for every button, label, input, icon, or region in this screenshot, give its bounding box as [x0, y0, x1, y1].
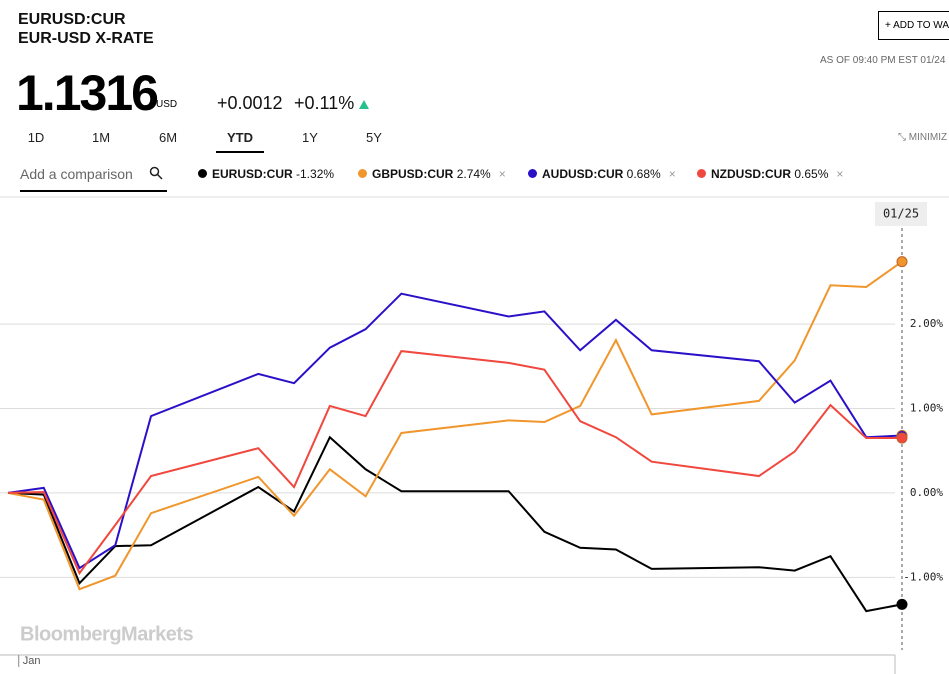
end-point	[896, 432, 908, 444]
range-tab[interactable]: 6M	[158, 130, 178, 145]
legend-swatch	[697, 169, 706, 178]
minimize[interactable]: ⤡ MINIMIZ	[898, 132, 948, 143]
placeholder: Add a comparison	[20, 166, 133, 182]
minimize-label: MINIMIZ	[908, 132, 948, 143]
y-tick-label: 2.00%	[910, 317, 943, 330]
end-point	[896, 598, 908, 610]
legend-swatch	[358, 169, 367, 178]
watermark: BloombergMarkets	[20, 623, 194, 645]
legend-change: 0.68%	[626, 167, 661, 181]
series-line	[7, 292, 903, 570]
currency: USD	[156, 99, 178, 110]
comparison-input[interactable]: Add a comparison	[20, 166, 167, 192]
end-point	[896, 256, 908, 268]
watch-button[interactable]: + ADD TO WA	[878, 11, 949, 40]
legend-name: NZDUSD:CUR	[711, 167, 791, 181]
x-tick-label: Jan	[23, 655, 41, 667]
legend-change: 2.74%	[456, 167, 491, 181]
search-icon	[149, 166, 163, 180]
legend-name: GBPUSD:CUR	[372, 167, 454, 181]
change: +0.0012	[217, 93, 283, 113]
series-line	[7, 435, 903, 613]
legend-item[interactable]: GBPUSD:CUR 2.74% ×	[358, 167, 506, 181]
crosshair-label: 01/25	[883, 207, 919, 221]
y-tick-label: 1.00%	[910, 402, 943, 415]
legend-swatch	[528, 169, 537, 178]
range-tab[interactable]: YTD	[216, 130, 264, 153]
legend-remove[interactable]: ×	[498, 167, 506, 181]
legend-item[interactable]: EURUSD:CUR -1.32%	[198, 167, 334, 181]
price: 1.1316	[16, 65, 159, 121]
legend-name: EURUSD:CUR	[212, 167, 293, 181]
legend-name: AUDUSD:CUR	[542, 167, 624, 181]
legend-remove[interactable]: ×	[668, 167, 676, 181]
change-percent: +0.11%	[294, 93, 355, 113]
end-point	[896, 430, 908, 442]
range-tab[interactable]: 1M	[91, 130, 111, 145]
crosshair-label-box	[875, 202, 927, 226]
legend-change: -1.32%	[296, 167, 335, 181]
series-line	[7, 260, 903, 591]
instrument-name: EUR-USD X-RATE	[18, 30, 154, 47]
as-of: AS OF 09:40 PM EST 01/24	[820, 55, 946, 66]
legend-remove[interactable]: ×	[836, 167, 844, 181]
legend-change: 0.65%	[794, 167, 829, 181]
range-tab[interactable]: 5Y	[366, 130, 382, 145]
series-line	[7, 350, 902, 576]
range-tab[interactable]: 1Y	[302, 130, 318, 145]
watch-label: ADD TO WA	[893, 20, 949, 31]
up-arrow	[359, 100, 369, 109]
ticker: EURUSD:CUR	[18, 11, 126, 28]
legend-swatch	[198, 169, 207, 178]
range-tab[interactable]: 1D	[27, 130, 45, 145]
legend-item[interactable]: AUDUSD:CUR 0.68% ×	[528, 167, 676, 181]
y-tick-label: 0.00%	[910, 486, 943, 499]
y-tick-label: -1.00%	[903, 570, 943, 583]
legend-item[interactable]: NZDUSD:CUR 0.65% ×	[697, 167, 843, 181]
